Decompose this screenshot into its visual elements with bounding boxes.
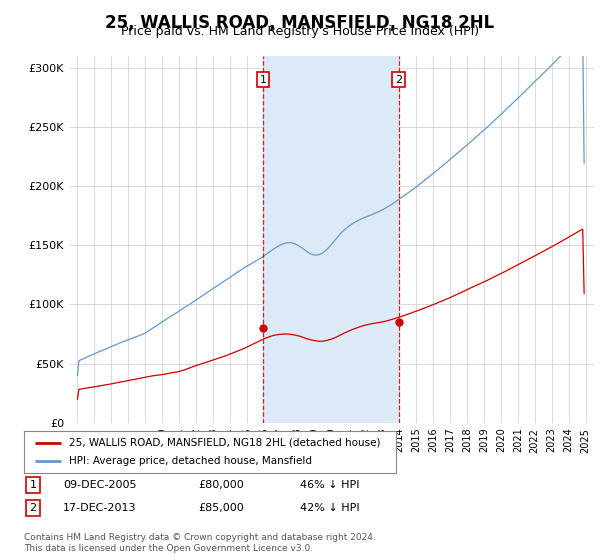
Text: Price paid vs. HM Land Registry's House Price Index (HPI): Price paid vs. HM Land Registry's House … xyxy=(121,25,479,38)
Text: 1: 1 xyxy=(29,480,37,490)
Text: £80,000: £80,000 xyxy=(198,480,244,490)
Text: 25, WALLIS ROAD, MANSFIELD, NG18 2HL: 25, WALLIS ROAD, MANSFIELD, NG18 2HL xyxy=(106,14,494,32)
Text: Contains HM Land Registry data © Crown copyright and database right 2024.
This d: Contains HM Land Registry data © Crown c… xyxy=(24,533,376,553)
Text: 42% ↓ HPI: 42% ↓ HPI xyxy=(300,503,359,513)
Text: 25, WALLIS ROAD, MANSFIELD, NG18 2HL (detached house): 25, WALLIS ROAD, MANSFIELD, NG18 2HL (de… xyxy=(68,438,380,448)
Text: HPI: Average price, detached house, Mansfield: HPI: Average price, detached house, Mans… xyxy=(68,456,311,466)
Text: 1: 1 xyxy=(260,74,266,85)
Text: 2: 2 xyxy=(395,74,402,85)
Text: 09-DEC-2005: 09-DEC-2005 xyxy=(63,480,137,490)
Text: 2: 2 xyxy=(29,503,37,513)
Text: 17-DEC-2013: 17-DEC-2013 xyxy=(63,503,137,513)
Text: 46% ↓ HPI: 46% ↓ HPI xyxy=(300,480,359,490)
Text: £85,000: £85,000 xyxy=(198,503,244,513)
Bar xyxy=(263,56,398,423)
